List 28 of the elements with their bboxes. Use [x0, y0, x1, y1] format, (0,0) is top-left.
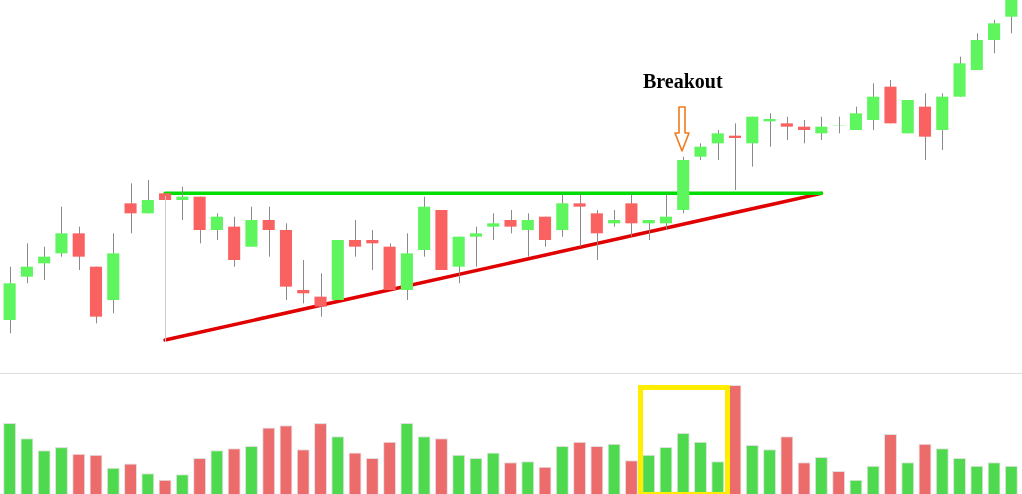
candlestick — [297, 259, 310, 304]
candlestick — [590, 209, 603, 261]
candlestick — [798, 119, 811, 144]
candlestick — [1005, 0, 1018, 34]
candlestick — [314, 272, 327, 318]
candlestick — [539, 216, 552, 248]
candlestick — [642, 219, 655, 241]
candlestick — [469, 226, 482, 268]
candlestick — [867, 82, 880, 131]
candlestick — [124, 182, 137, 234]
candlestick — [176, 186, 189, 221]
candlestick — [521, 212, 534, 258]
candlestick — [504, 209, 517, 234]
candlestick — [711, 129, 724, 161]
candlestick — [625, 192, 638, 238]
candlestick — [366, 229, 379, 271]
annotation: Breakout — [643, 70, 723, 93]
candlestick — [487, 212, 500, 241]
candlestick — [72, 226, 85, 271]
candlestick — [55, 206, 68, 258]
candlestick — [210, 212, 223, 241]
candlestick — [988, 19, 1001, 54]
candlestick — [141, 179, 154, 214]
candlestick — [573, 192, 586, 248]
candlestick — [262, 206, 275, 258]
candlestick — [349, 219, 362, 258]
candlestick — [780, 116, 793, 141]
candlestick — [20, 242, 33, 284]
